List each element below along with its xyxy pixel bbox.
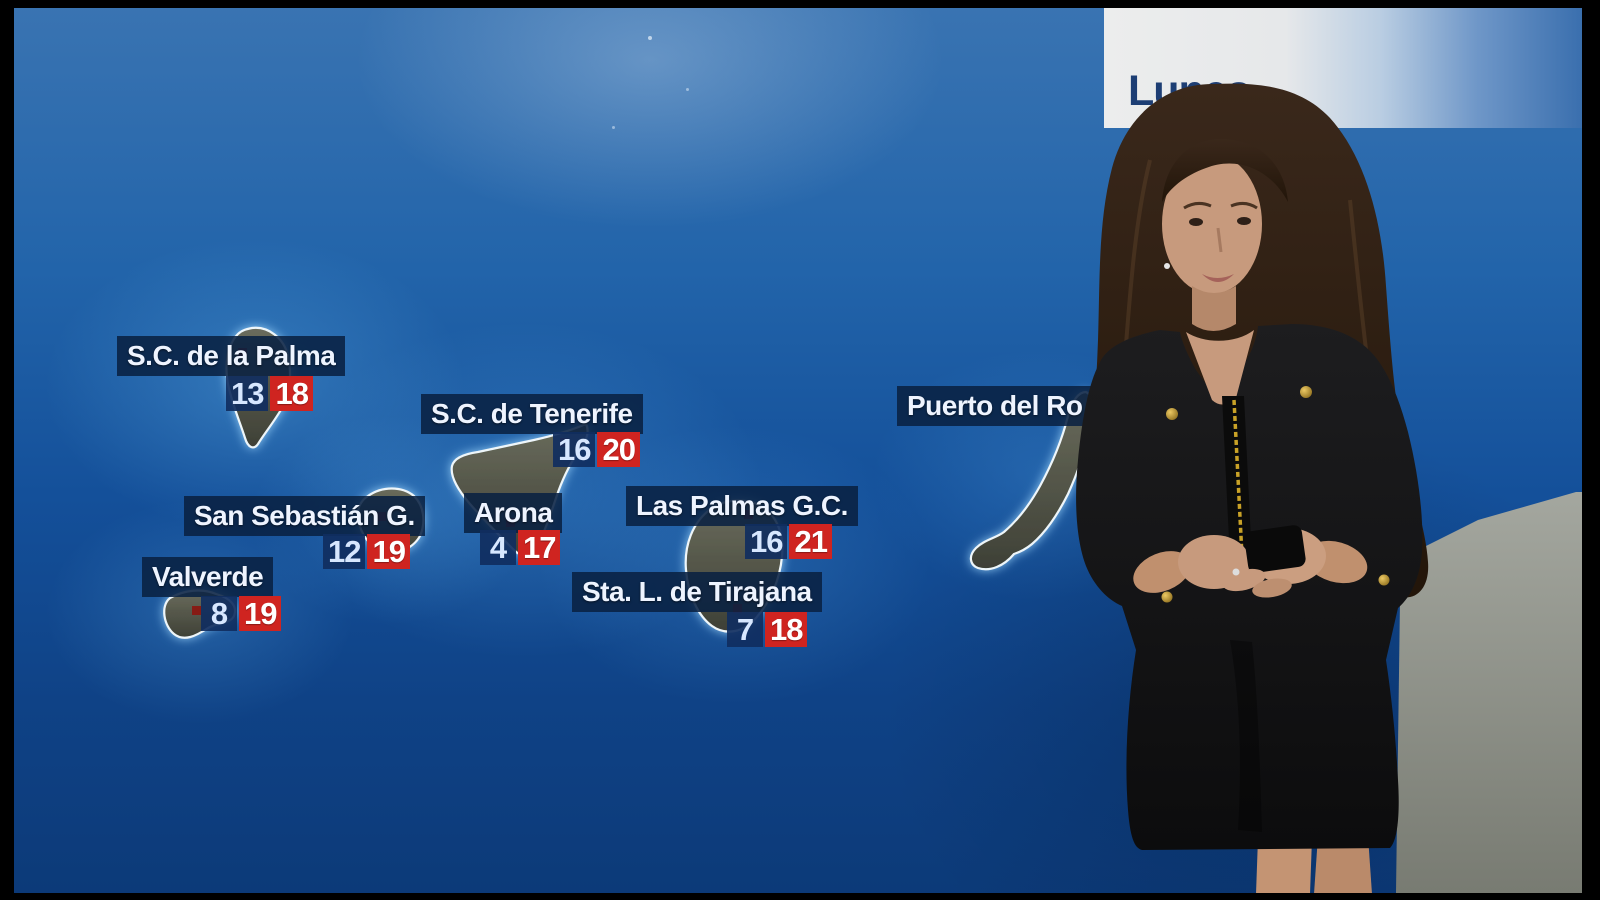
station-name: Valverde <box>142 557 274 597</box>
presenter-forearm <box>1133 551 1191 593</box>
station-name: Arona <box>464 493 563 533</box>
temperature-max: 17 <box>518 530 561 565</box>
presenter-ring <box>1232 568 1240 576</box>
presenter-zipper-placket <box>1222 396 1252 560</box>
temperature-max: 18 <box>765 612 808 647</box>
letterbox-bar-top <box>0 0 1600 8</box>
presenter-button <box>1161 591 1173 603</box>
presenter-earring <box>1164 263 1170 269</box>
station-las-palmas-gc: Las Palmas G.C. 16 21 <box>626 486 858 559</box>
station-name: S.C. de Tenerife <box>421 394 643 434</box>
station-name: San Sebastián G. <box>184 496 425 536</box>
sky-speck <box>612 126 615 129</box>
station-sc-de-tenerife: S.C. de Tenerife 16 20 <box>421 394 643 467</box>
temperature-max: 21 <box>789 524 832 559</box>
presenter-leg <box>1256 838 1312 894</box>
sky-speck <box>686 88 689 91</box>
letterbox-bar-bottom <box>0 893 1600 900</box>
temperature-min: 7 <box>727 612 763 647</box>
station-name: S.C. de la Palma <box>117 336 346 376</box>
presenter-neck <box>1192 286 1236 331</box>
presenter-leg <box>1314 836 1372 894</box>
presenter-button <box>1166 408 1178 420</box>
presenter-finger <box>1252 578 1292 598</box>
presenter-button <box>1300 386 1312 398</box>
presenter-brow <box>1230 201 1258 210</box>
temperature-min: 12 <box>323 534 366 569</box>
presenter-brow <box>1183 201 1212 210</box>
temperature-min: 13 <box>226 376 269 411</box>
presenter-eye <box>1189 218 1203 226</box>
station-valverde: Valverde 8 19 <box>142 557 282 631</box>
station-sc-de-la-palma: S.C. de la Palma 13 18 <box>117 336 346 411</box>
presenter-eye <box>1237 217 1251 225</box>
temperature-max: 19 <box>367 534 410 569</box>
station-puerto-del-rosario: Puerto del Ro <box>897 386 1093 426</box>
temperature-max: 19 <box>239 596 282 631</box>
presenter-zipper <box>1232 399 1244 557</box>
presenter-bangs <box>1162 138 1288 202</box>
presenter-finger <box>1222 568 1266 592</box>
letterbox-bar-right <box>1582 0 1600 900</box>
letterbox-bar-left <box>0 0 14 900</box>
presenter-nose <box>1216 227 1223 253</box>
city-marker-dot <box>192 606 201 615</box>
presenter-face <box>1162 154 1262 294</box>
temperature-max: 18 <box>270 376 313 411</box>
presenter-button <box>1378 574 1390 586</box>
station-arona: Arona 4 17 <box>464 493 563 565</box>
studio-floor <box>1396 492 1584 893</box>
station-sta-l-de-tirajana: Sta. L. de Tirajana 7 18 <box>572 572 822 647</box>
presenter-collar-v <box>1186 330 1254 405</box>
station-san-sebastian-g: San Sebastián G. 12 19 <box>184 496 425 569</box>
station-name: Sta. L. de Tirajana <box>572 572 822 612</box>
presenter-skirt-shading <box>1230 640 1262 832</box>
sky-speck <box>648 36 652 40</box>
presenter-remote <box>1244 525 1306 573</box>
weather-presenter <box>1076 83 1429 894</box>
temperature-min: 8 <box>201 596 237 631</box>
temperature-min: 16 <box>553 432 596 467</box>
station-name: Puerto del Ro <box>897 386 1093 426</box>
temperature-min: 4 <box>480 530 516 565</box>
presenter-lips <box>1202 274 1234 282</box>
temperature-max: 20 <box>597 432 640 467</box>
station-name: Las Palmas G.C. <box>626 486 858 526</box>
temperature-min: 16 <box>745 524 788 559</box>
